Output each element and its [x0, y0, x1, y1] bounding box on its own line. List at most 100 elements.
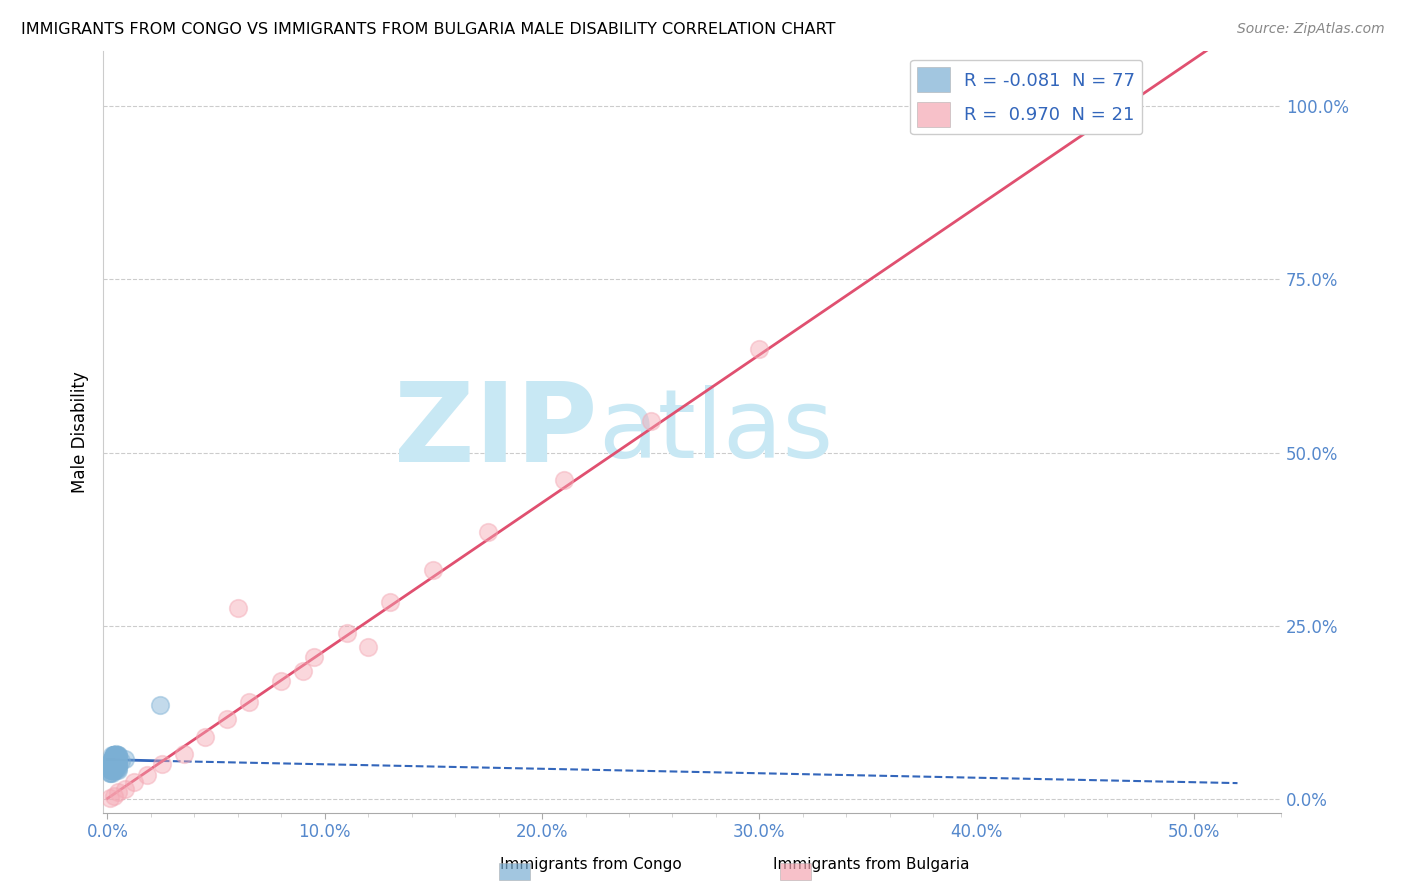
- Point: [105, 759, 128, 773]
- Point: [103, 763, 125, 777]
- Point: [103, 748, 125, 763]
- Point: [107, 761, 129, 775]
- Point: [226, 601, 249, 615]
- Point: [101, 763, 124, 777]
- Point: [101, 762, 124, 776]
- Point: [238, 695, 260, 709]
- Text: atlas: atlas: [598, 385, 832, 478]
- Point: [103, 756, 125, 770]
- Point: [194, 730, 217, 744]
- Point: [101, 763, 124, 777]
- Point: [114, 752, 136, 766]
- Point: [105, 747, 128, 761]
- Point: [107, 748, 129, 763]
- Point: [149, 698, 172, 713]
- Point: [105, 748, 128, 763]
- Point: [105, 759, 128, 773]
- Point: [150, 757, 173, 772]
- Point: [101, 748, 124, 763]
- Point: [105, 756, 128, 770]
- Point: [114, 781, 136, 796]
- Point: [107, 759, 129, 773]
- Point: [101, 752, 124, 766]
- Point: [107, 756, 129, 770]
- Point: [748, 342, 770, 356]
- Point: [105, 752, 128, 766]
- Point: [101, 763, 124, 777]
- Y-axis label: Male Disability: Male Disability: [72, 371, 89, 492]
- Point: [101, 759, 124, 773]
- Point: [270, 674, 292, 689]
- Text: Immigrants from Bulgaria: Immigrants from Bulgaria: [773, 857, 970, 872]
- Point: [173, 747, 195, 761]
- Point: [105, 756, 128, 770]
- Point: [103, 759, 125, 773]
- Point: [103, 763, 125, 777]
- Point: [107, 763, 129, 777]
- Point: [640, 414, 662, 428]
- Point: [105, 756, 128, 770]
- Point: [101, 763, 124, 777]
- Point: [101, 765, 124, 780]
- Point: [98, 766, 121, 780]
- Point: [103, 748, 125, 763]
- Point: [105, 759, 128, 773]
- Point: [105, 752, 128, 766]
- Point: [553, 473, 575, 487]
- Point: [103, 789, 125, 803]
- Point: [101, 756, 124, 770]
- Point: [105, 763, 128, 777]
- Point: [357, 640, 380, 654]
- Point: [98, 790, 121, 805]
- Point: [215, 712, 238, 726]
- Point: [98, 759, 121, 773]
- Point: [105, 756, 128, 770]
- Point: [103, 748, 125, 763]
- Point: [103, 748, 125, 763]
- Point: [98, 766, 121, 780]
- Text: Source: ZipAtlas.com: Source: ZipAtlas.com: [1237, 22, 1385, 37]
- Point: [105, 752, 128, 766]
- Point: [378, 594, 401, 608]
- Point: [105, 759, 128, 773]
- Text: IMMIGRANTS FROM CONGO VS IMMIGRANTS FROM BULGARIA MALE DISABILITY CORRELATION CH: IMMIGRANTS FROM CONGO VS IMMIGRANTS FROM…: [21, 22, 835, 37]
- Point: [302, 650, 325, 665]
- Point: [101, 752, 124, 766]
- Point: [103, 756, 125, 770]
- Point: [103, 759, 125, 773]
- Point: [101, 763, 124, 777]
- Point: [103, 754, 125, 768]
- Point: [105, 759, 128, 773]
- Point: [107, 785, 129, 799]
- Point: [422, 563, 444, 577]
- Point: [107, 752, 129, 766]
- Point: [477, 525, 499, 540]
- Point: [103, 748, 125, 763]
- Point: [101, 756, 124, 770]
- Point: [103, 748, 125, 763]
- Point: [101, 756, 124, 770]
- Legend: R = -0.081  N = 77, R =  0.970  N = 21: R = -0.081 N = 77, R = 0.970 N = 21: [910, 60, 1142, 135]
- Point: [103, 752, 125, 766]
- Point: [103, 756, 125, 770]
- Point: [98, 763, 121, 777]
- Point: [110, 754, 132, 768]
- Point: [103, 752, 125, 766]
- Point: [101, 752, 124, 766]
- Point: [122, 774, 145, 789]
- Text: Immigrants from Congo: Immigrants from Congo: [499, 857, 682, 872]
- Point: [101, 759, 124, 773]
- Point: [103, 756, 125, 770]
- Point: [105, 752, 128, 766]
- Point: [101, 759, 124, 773]
- Point: [103, 752, 125, 766]
- Point: [103, 763, 125, 777]
- Point: [292, 664, 315, 678]
- Point: [107, 748, 129, 763]
- Point: [335, 625, 357, 640]
- Point: [103, 759, 125, 773]
- Point: [103, 748, 125, 763]
- Point: [107, 756, 129, 770]
- Point: [101, 763, 124, 777]
- Text: ZIP: ZIP: [395, 378, 598, 485]
